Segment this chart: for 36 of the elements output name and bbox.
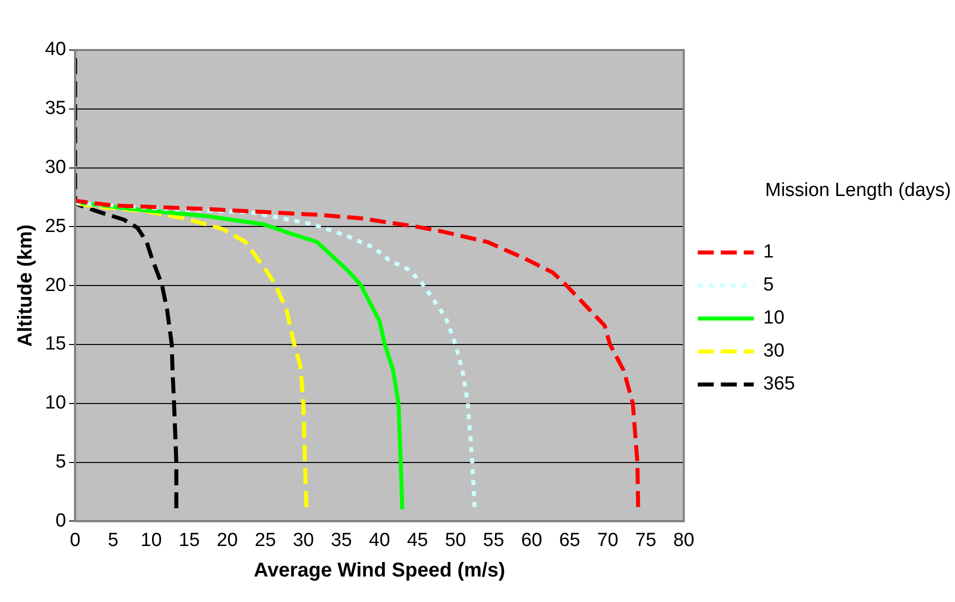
x-tick-label: 80 [673, 530, 694, 551]
x-tick-label: 45 [406, 530, 428, 551]
x-tick-label: 5 [108, 530, 118, 551]
x-tick-label: 30 [292, 530, 314, 551]
x-tick-label: 50 [444, 530, 466, 551]
x-tick-label: 0 [70, 530, 80, 551]
legend-label: 5 [763, 274, 774, 296]
x-tick-label: 60 [521, 530, 542, 551]
y-tick-label: 40 [44, 39, 66, 60]
x-tick-label: 15 [178, 530, 200, 551]
legend-label: 30 [763, 340, 784, 362]
x-tick-label: 10 [140, 530, 162, 551]
x-tick-label: 40 [368, 530, 390, 551]
x-tick-label: 20 [216, 530, 238, 551]
y-tick-label: 5 [56, 452, 66, 473]
y-tick-label: 30 [44, 157, 66, 178]
legend-title: Mission Length (days) [765, 180, 951, 202]
y-tick-label: 0 [56, 510, 66, 532]
y-tick-label: 15 [44, 334, 66, 355]
y-tick-label: 25 [44, 216, 66, 237]
legend-label: 10 [763, 308, 784, 329]
x-tick-label: 75 [635, 530, 656, 551]
x-tick-label: 55 [483, 530, 504, 551]
x-tick-label: 25 [254, 530, 276, 551]
legend-label: 1 [763, 242, 774, 263]
x-tick-label: 65 [559, 530, 580, 551]
y-tick-label: 20 [44, 274, 66, 296]
y-axis-title: Altitude (km) [14, 224, 37, 347]
line-series [75, 201, 477, 510]
y-tick-label: 10 [44, 392, 66, 414]
x-tick-label: 35 [330, 530, 352, 551]
legend-label: 365 [763, 374, 795, 395]
x-axis-title: Average Wind Speed (m/s) [254, 560, 506, 582]
x-tick-label: 70 [597, 530, 618, 551]
line-series [75, 198, 640, 510]
y-tick-label: 35 [44, 98, 66, 120]
